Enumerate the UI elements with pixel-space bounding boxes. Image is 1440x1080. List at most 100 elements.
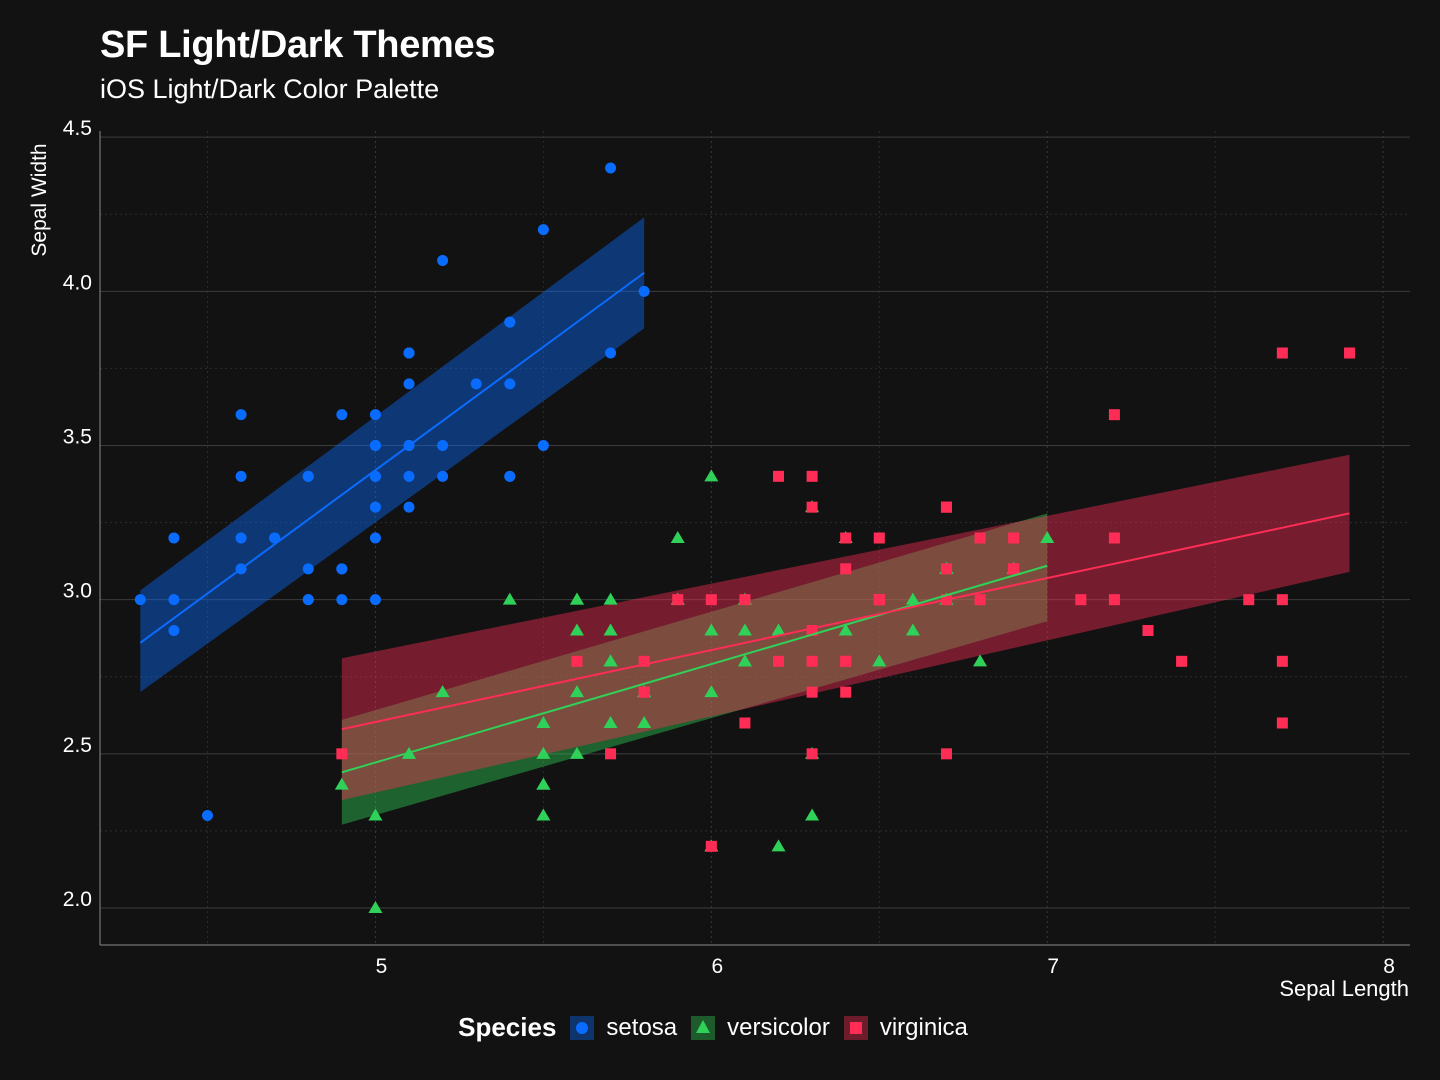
legend-item-virginica: virginica bbox=[843, 1014, 968, 1042]
point-versicolor bbox=[1040, 531, 1055, 543]
point-setosa bbox=[134, 594, 146, 606]
point-versicolor bbox=[838, 623, 853, 636]
confidence-band-setosa bbox=[140, 217, 645, 693]
point-versicolor bbox=[704, 469, 719, 482]
point-setosa bbox=[437, 440, 449, 451]
point-virginica bbox=[1243, 594, 1255, 606]
point-virginica bbox=[1276, 717, 1288, 729]
point-versicolor bbox=[670, 531, 685, 543]
point-setosa bbox=[437, 470, 449, 482]
point-virginica bbox=[1276, 594, 1288, 606]
point-setosa bbox=[605, 162, 617, 174]
point-virginica bbox=[672, 594, 684, 606]
point-virginica bbox=[773, 470, 785, 482]
point-virginica bbox=[336, 748, 348, 760]
point-virginica bbox=[940, 563, 952, 575]
point-virginica bbox=[840, 686, 852, 698]
x-tick-label: 8 bbox=[1383, 955, 1395, 978]
point-versicolor bbox=[771, 839, 786, 852]
point-setosa bbox=[403, 347, 415, 359]
point-setosa bbox=[168, 625, 180, 636]
point-setosa bbox=[302, 563, 314, 575]
point-versicolor bbox=[771, 623, 786, 636]
point-virginica bbox=[638, 655, 650, 667]
axes: 2.0 2.5 3.0 3.5 4.0 4.5 5 6 7 8 bbox=[63, 117, 1410, 978]
point-versicolor bbox=[368, 901, 383, 913]
point-virginica bbox=[1276, 655, 1288, 667]
x-tick-label: 7 bbox=[1047, 955, 1059, 978]
point-versicolor bbox=[737, 623, 752, 636]
point-setosa bbox=[302, 594, 314, 606]
point-setosa bbox=[168, 532, 180, 544]
point-versicolor bbox=[334, 777, 349, 790]
point-virginica bbox=[1176, 655, 1188, 667]
point-setosa bbox=[605, 347, 617, 359]
point-setosa bbox=[369, 440, 381, 451]
point-virginica bbox=[806, 501, 818, 513]
point-versicolor bbox=[569, 746, 584, 759]
x-tick-label: 6 bbox=[711, 955, 723, 978]
legend-item-setosa: setosa bbox=[570, 1014, 677, 1042]
point-setosa bbox=[504, 378, 516, 390]
fit-line-virginica bbox=[341, 512, 1350, 731]
point-virginica bbox=[840, 563, 852, 575]
confidence-bands bbox=[140, 217, 1350, 825]
point-versicolor bbox=[368, 808, 383, 821]
point-setosa bbox=[470, 378, 482, 390]
point-versicolor bbox=[603, 654, 618, 667]
point-versicolor bbox=[704, 623, 719, 636]
point-setosa bbox=[336, 594, 348, 606]
point-virginica bbox=[1276, 347, 1288, 359]
point-setosa bbox=[336, 563, 348, 575]
point-virginica bbox=[806, 686, 818, 698]
point-setosa bbox=[437, 255, 449, 266]
point-virginica bbox=[1108, 532, 1120, 544]
y-tick-label: 2.0 bbox=[63, 888, 92, 911]
y-tick-label: 3.5 bbox=[63, 426, 92, 449]
point-virginica bbox=[1108, 409, 1120, 421]
point-versicolor bbox=[872, 654, 887, 667]
point-setosa bbox=[235, 532, 247, 544]
point-versicolor bbox=[737, 654, 752, 667]
chart-title: SF Light/Dark Themes bbox=[100, 24, 496, 66]
point-setosa bbox=[537, 440, 549, 451]
point-setosa bbox=[403, 470, 415, 482]
point-virginica bbox=[605, 748, 617, 760]
point-setosa bbox=[235, 470, 247, 482]
point-virginica bbox=[806, 470, 818, 482]
point-virginica bbox=[705, 840, 717, 852]
y-tick-label: 4.5 bbox=[63, 117, 92, 140]
point-virginica bbox=[1008, 532, 1020, 544]
y-tick-label: 2.5 bbox=[63, 734, 92, 757]
point-virginica bbox=[1142, 625, 1154, 636]
point-virginica bbox=[705, 594, 717, 606]
legend-key-virginica bbox=[843, 1015, 868, 1040]
point-virginica bbox=[806, 625, 818, 636]
point-virginica bbox=[940, 501, 952, 513]
point-versicolor bbox=[569, 592, 584, 605]
point-versicolor bbox=[569, 685, 584, 698]
y-tick-label: 3.0 bbox=[63, 580, 92, 603]
point-versicolor bbox=[536, 808, 551, 821]
point-setosa bbox=[369, 594, 381, 606]
legend-label-setosa: setosa bbox=[606, 1013, 678, 1041]
point-versicolor bbox=[905, 623, 920, 636]
point-versicolor bbox=[603, 716, 618, 728]
point-virginica bbox=[806, 748, 818, 760]
point-versicolor bbox=[905, 592, 920, 605]
point-versicolor bbox=[603, 592, 618, 605]
point-virginica bbox=[940, 748, 952, 760]
point-setosa bbox=[369, 470, 381, 482]
point-setosa bbox=[302, 470, 314, 482]
point-versicolor bbox=[536, 746, 551, 759]
point-virginica bbox=[840, 532, 852, 544]
point-virginica bbox=[840, 655, 852, 667]
point-setosa bbox=[369, 409, 381, 421]
point-versicolor bbox=[805, 808, 820, 821]
point-setosa bbox=[369, 532, 381, 544]
legend: Species setosa versicolor virginica bbox=[0, 1012, 1440, 1043]
chart-subtitle: iOS Light/Dark Color Palette bbox=[100, 74, 440, 104]
point-virginica bbox=[739, 594, 751, 606]
point-setosa bbox=[504, 316, 516, 328]
